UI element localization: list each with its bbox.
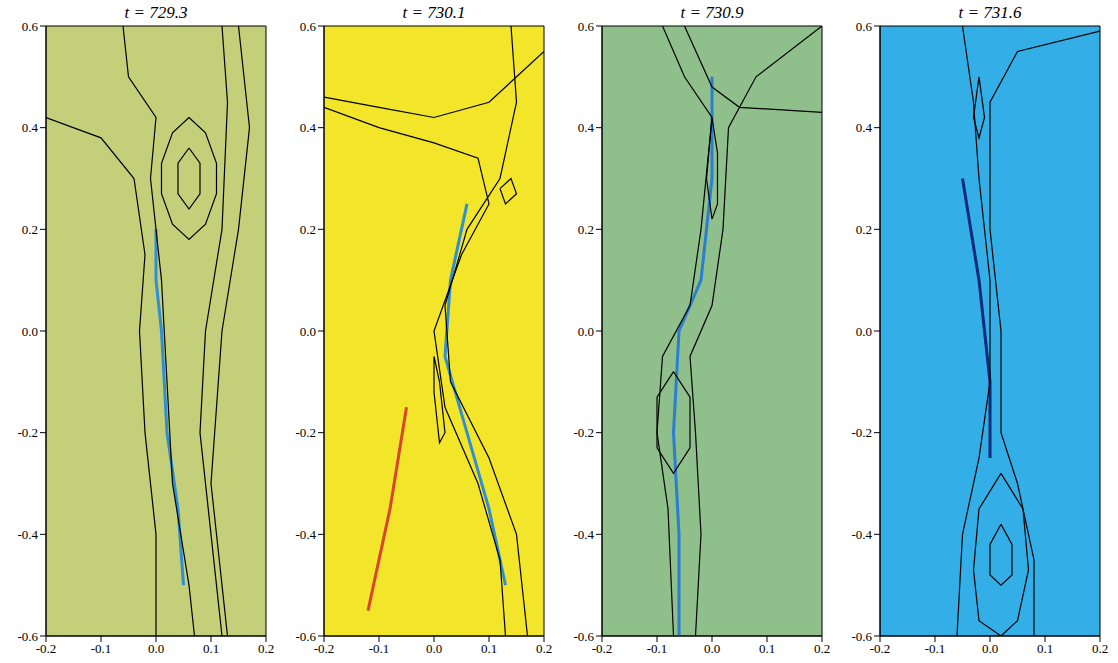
svg-text:0.1: 0.1 xyxy=(759,641,775,656)
svg-text:0.4: 0.4 xyxy=(856,120,873,135)
svg-text:-0.1: -0.1 xyxy=(925,641,946,656)
svg-text:0.2: 0.2 xyxy=(578,222,594,237)
svg-text:0.0: 0.0 xyxy=(426,641,442,656)
html-text:t = 730.9: t = 730.9 xyxy=(680,3,744,22)
svg-text:0.2: 0.2 xyxy=(856,222,872,237)
svg-text:0.6: 0.6 xyxy=(856,19,873,34)
svg-text:0.0: 0.0 xyxy=(22,324,38,339)
html-text:t = 730.1: t = 730.1 xyxy=(402,3,466,22)
svg-text:0.2: 0.2 xyxy=(300,222,316,237)
svg-text:-0.4: -0.4 xyxy=(295,527,316,542)
svg-text:0.0: 0.0 xyxy=(982,641,998,656)
svg-text:0.0: 0.0 xyxy=(578,324,594,339)
svg-text:-0.1: -0.1 xyxy=(647,641,668,656)
svg-text:0.2: 0.2 xyxy=(22,222,38,237)
svg-text:0.2: 0.2 xyxy=(536,641,552,656)
svg-text:0.4: 0.4 xyxy=(578,120,595,135)
svg-text:-0.2: -0.2 xyxy=(573,425,594,440)
svg-text:0.6: 0.6 xyxy=(300,19,317,34)
html-text:t = 731.6: t = 731.6 xyxy=(958,3,1022,22)
svg-text:0.4: 0.4 xyxy=(300,120,317,135)
svg-text:0.2: 0.2 xyxy=(1092,641,1108,656)
svg-text:-0.2: -0.2 xyxy=(870,641,891,656)
svg-text:0.0: 0.0 xyxy=(704,641,720,656)
svg-text:0.2: 0.2 xyxy=(258,641,274,656)
svg-text:0.6: 0.6 xyxy=(578,19,595,34)
svg-text:-0.4: -0.4 xyxy=(17,527,38,542)
svg-text:0.0: 0.0 xyxy=(856,324,872,339)
svg-text:0.1: 0.1 xyxy=(1037,641,1053,656)
svg-text:-0.6: -0.6 xyxy=(17,629,38,644)
svg-text:-0.1: -0.1 xyxy=(91,641,112,656)
svg-text:0.1: 0.1 xyxy=(481,641,497,656)
svg-text:-0.4: -0.4 xyxy=(573,527,594,542)
svg-text:-0.6: -0.6 xyxy=(295,629,316,644)
svg-text:-0.1: -0.1 xyxy=(369,641,390,656)
svg-text:-0.6: -0.6 xyxy=(573,629,594,644)
svg-text:-0.6: -0.6 xyxy=(851,629,872,644)
svg-text:0.2: 0.2 xyxy=(814,641,830,656)
svg-text:-0.2: -0.2 xyxy=(851,425,872,440)
svg-text:-0.2: -0.2 xyxy=(592,641,613,656)
svg-text:0.6: 0.6 xyxy=(22,19,39,34)
html-text:t = 729.3: t = 729.3 xyxy=(124,3,188,22)
svg-text:-0.2: -0.2 xyxy=(17,425,38,440)
svg-text:0.0: 0.0 xyxy=(300,324,316,339)
svg-text:0.0: 0.0 xyxy=(148,641,164,656)
svg-text:-0.2: -0.2 xyxy=(36,641,57,656)
svg-text:-0.4: -0.4 xyxy=(851,527,872,542)
svg-text:-0.2: -0.2 xyxy=(314,641,335,656)
svg-text:0.1: 0.1 xyxy=(203,641,219,656)
svg-text:0.4: 0.4 xyxy=(22,120,39,135)
svg-text:-0.2: -0.2 xyxy=(295,425,316,440)
